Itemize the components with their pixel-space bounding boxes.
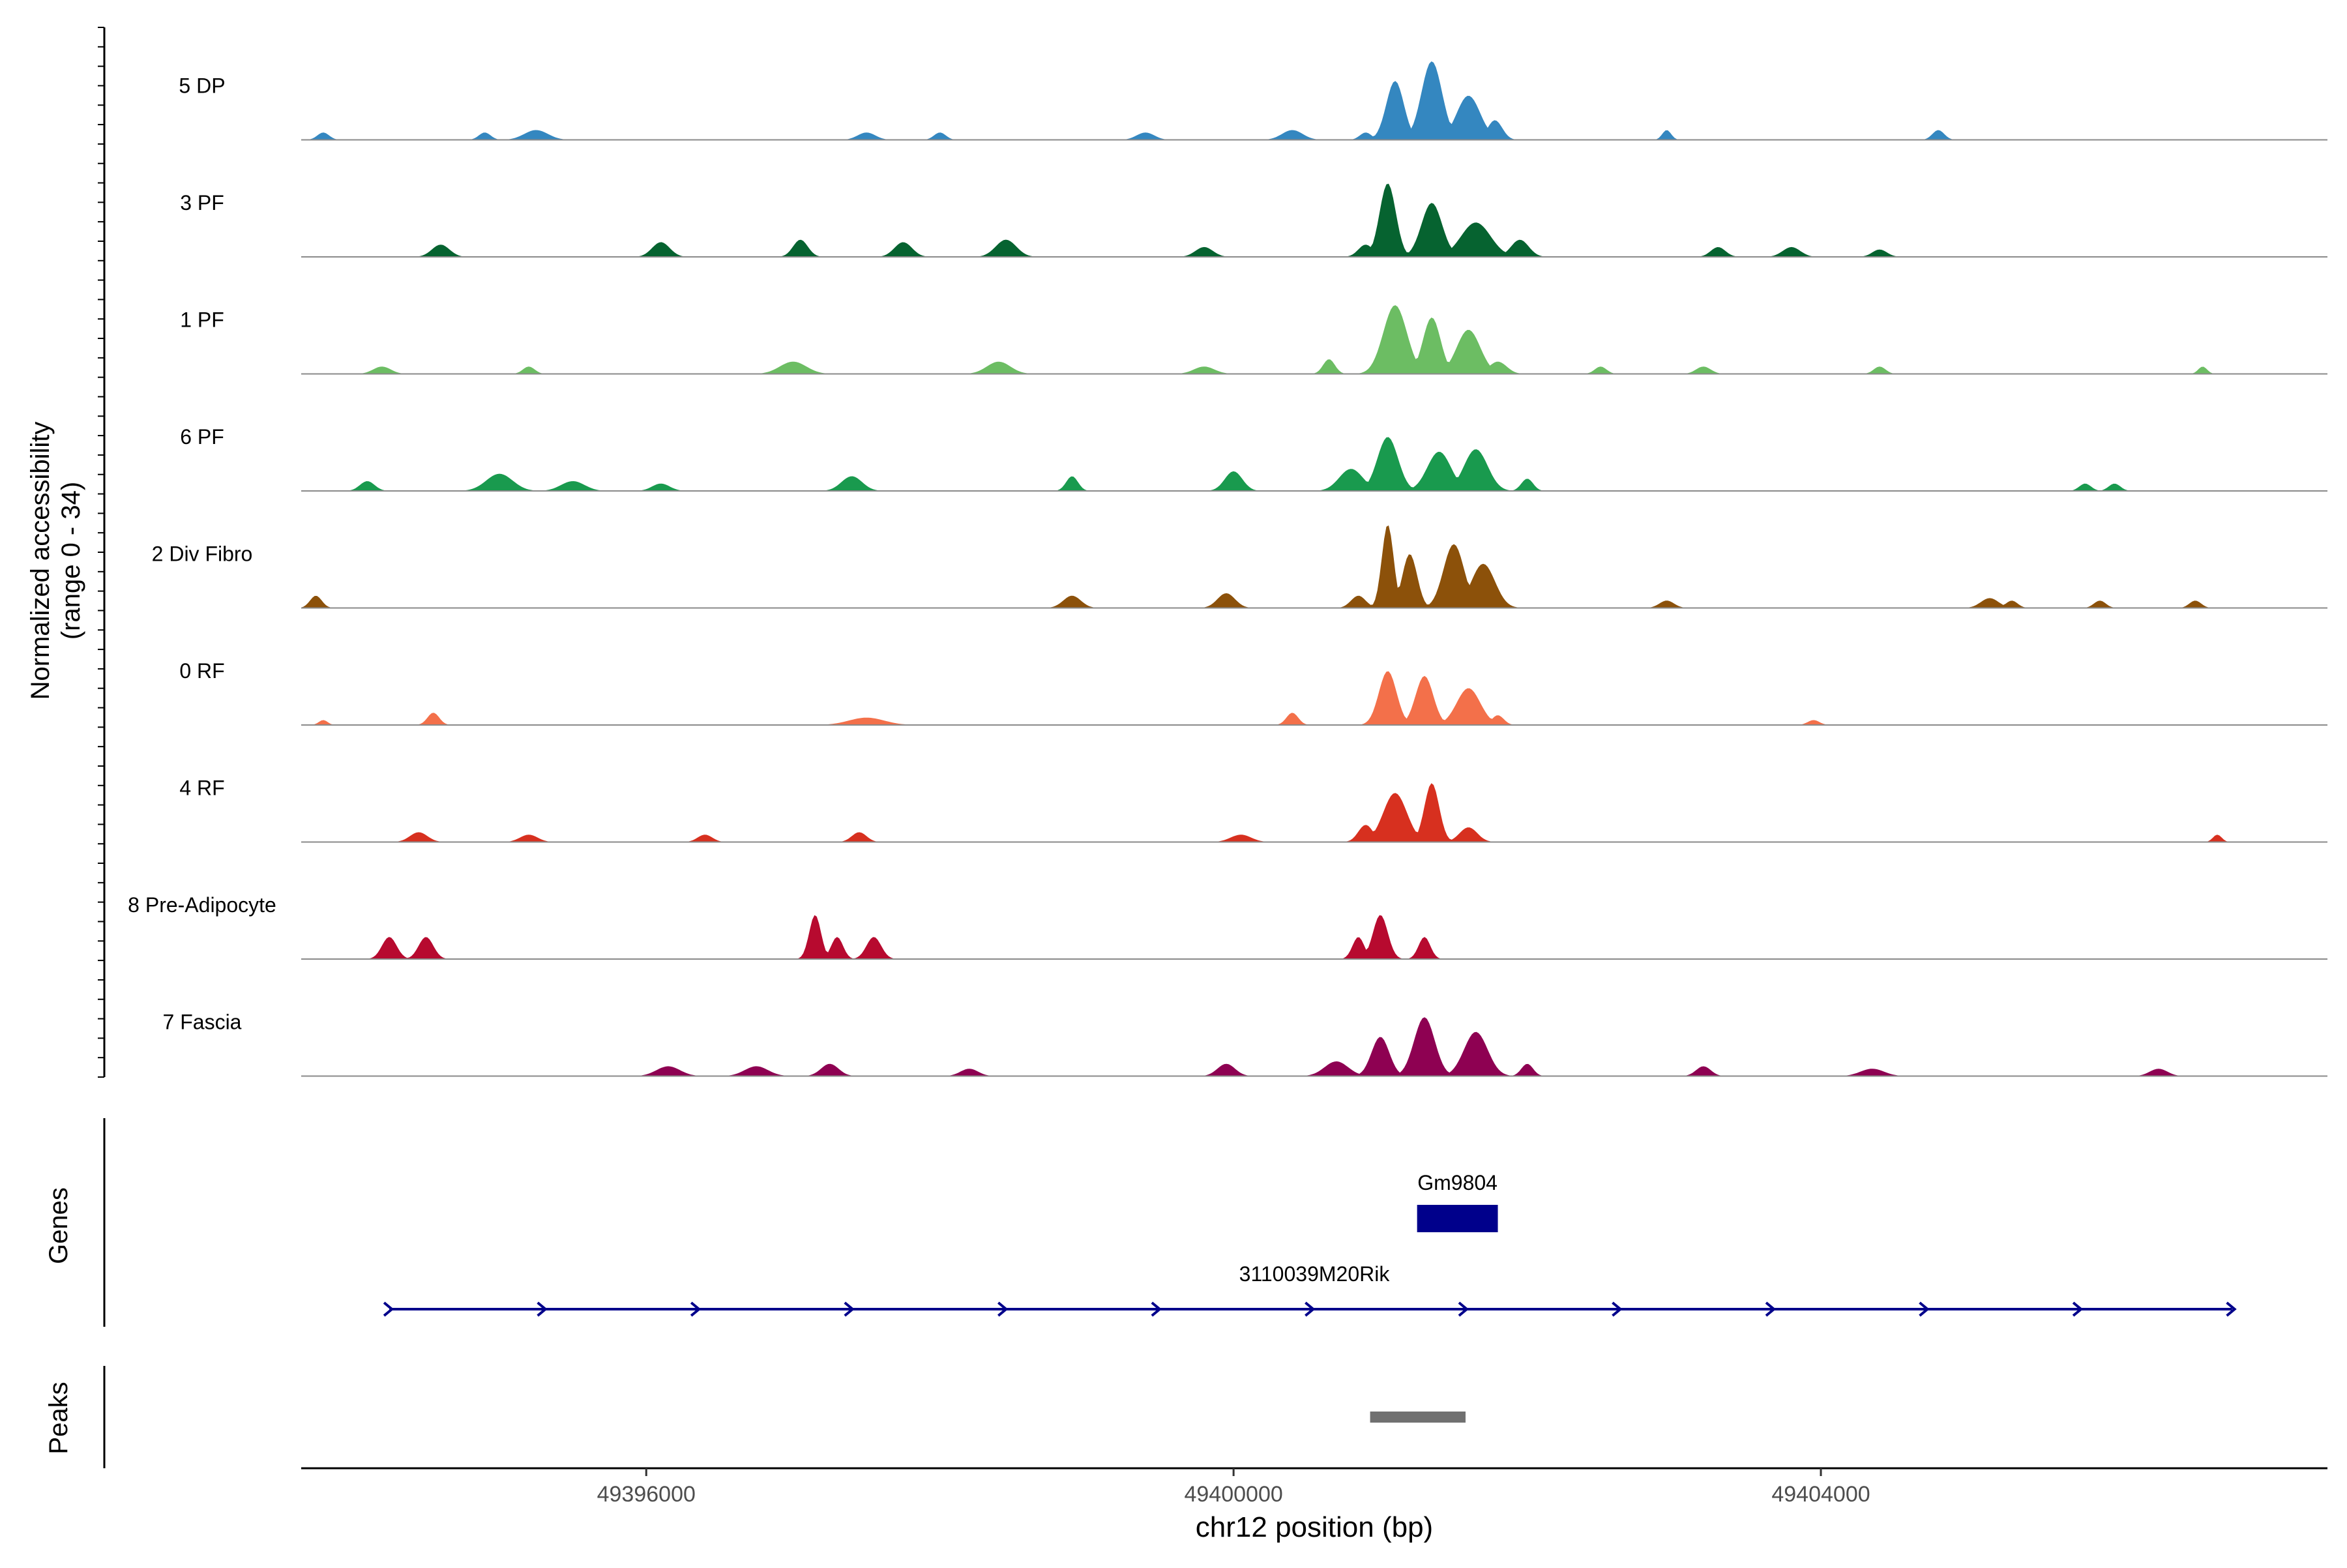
strand-arrow-icon [1458, 1301, 1469, 1317]
strand-arrow-icon [537, 1301, 548, 1317]
strand-arrow-icon [1612, 1301, 1623, 1317]
strand-arrow-icon [1765, 1301, 1777, 1317]
track-label: 4 RF [179, 777, 224, 800]
coverage-area [301, 183, 2327, 257]
track-label: 2 Div Fibro [152, 542, 253, 566]
peaks-panel [103, 1366, 1466, 1468]
coverage-area [301, 61, 2327, 140]
coverage-area [301, 437, 2327, 491]
track-label: 3 PF [180, 191, 224, 214]
track-7-fascia: 7 Fascia [163, 1011, 2327, 1077]
x-tick-label: 49404000 [1771, 1482, 1870, 1507]
coverage-area [301, 915, 2327, 959]
genes-panel-label: Genes [44, 1187, 73, 1264]
track-label: 6 PF [180, 425, 224, 449]
peak-region [1370, 1412, 1466, 1423]
strand-arrow-icon [2226, 1301, 2237, 1317]
y-axis-title-line2: (range 0 - 34) [57, 482, 85, 640]
coverage-area [301, 783, 2327, 842]
strand-arrow-icon [690, 1301, 701, 1317]
track-3-pf: 3 PF [180, 183, 2327, 258]
coverage-tracks: 5 DP 3 PF 1 PF 6 PF 2 Div Fibro 0 RF 4 RF 8 Pre… [98, 27, 2327, 1078]
coverage-area [301, 1017, 2327, 1076]
coverage-area [301, 671, 2327, 725]
genes-panel: Gm9804 3110039M20Rik [103, 1118, 2237, 1327]
strand-arrow-icon [1151, 1301, 1162, 1317]
strand-arrow-icon [1305, 1301, 1316, 1317]
x-axis-title: chr12 position (bp) [1196, 1511, 1433, 1543]
track-label: 5 DP [179, 74, 225, 98]
strand-arrow-icon [997, 1301, 1009, 1317]
gene-label: Gm9804 [1417, 1171, 1498, 1194]
track-1-pf: 1 PF [180, 305, 2327, 375]
track-label: 8 Pre-Adipocyte [128, 893, 276, 917]
gene-body-gm9804 [1417, 1205, 1498, 1232]
track-8-pre-adipocyte: 8 Pre-Adipocyte [128, 893, 2327, 960]
peaks-panel-label: Peaks [44, 1382, 73, 1454]
coverage-area [301, 525, 2327, 608]
track-label: 7 Fascia [163, 1011, 242, 1034]
track-6-pf: 6 PF [180, 425, 2327, 492]
y-axis-title-line1: Normalized accessibility [26, 422, 55, 700]
strand-arrow-icon [383, 1301, 394, 1317]
strand-arrow-icon [844, 1301, 855, 1317]
track-2-div-fibro: 2 Div Fibro [152, 525, 2327, 609]
x-tick-label: 49396000 [597, 1482, 696, 1507]
strand-arrow-icon [1919, 1301, 1930, 1317]
x-tick-label: 49400000 [1184, 1482, 1282, 1507]
track-label: 1 PF [180, 308, 224, 332]
track-label: 0 RF [179, 659, 224, 683]
coverage-area [301, 305, 2327, 374]
x-axis: 49396000 49400000 49404000 [301, 1467, 2327, 1507]
track-5-dp: 5 DP [179, 61, 2327, 141]
track-4-rf: 4 RF [179, 777, 2327, 843]
strand-arrow-icon [2072, 1301, 2084, 1317]
track-0-rf: 0 RF [179, 659, 2327, 726]
gene-label: 3110039M20Rik [1239, 1262, 1391, 1286]
